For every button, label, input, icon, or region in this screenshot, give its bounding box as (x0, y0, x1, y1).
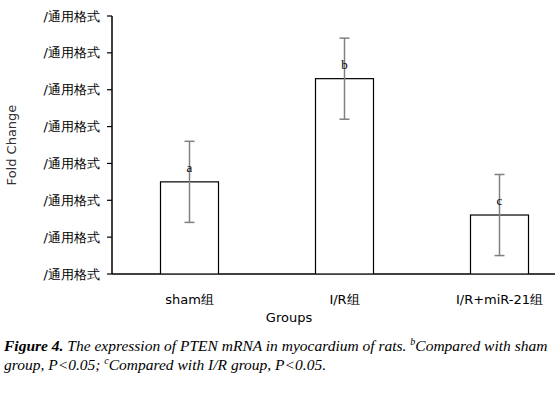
x-tick-label: sham组 (165, 292, 214, 307)
error-bar (185, 141, 195, 222)
annotation: c (497, 193, 503, 208)
y-tick (107, 126, 112, 127)
y-tick (107, 273, 112, 274)
y-tick (107, 89, 112, 90)
y-axis (111, 16, 113, 274)
caption-part: Compared with I/R group, P<0.05. (109, 356, 326, 373)
y-tick-label: /通用格式 (44, 230, 100, 245)
y-tick (107, 52, 112, 53)
annotation: a (187, 160, 193, 175)
y-tick-label: /通用格式 (44, 267, 100, 282)
error-bar (495, 174, 505, 255)
caption-part: b (410, 336, 415, 347)
x-tick-label: I/R+miR-21组 (456, 292, 543, 307)
y-tick (107, 237, 112, 238)
error-bar (340, 38, 350, 119)
y-tick-label: /通用格式 (44, 119, 100, 134)
y-tick-label: /通用格式 (44, 9, 100, 24)
caption: Figure 4. The expression of PTEN mRNA in… (4, 336, 554, 374)
y-tick-label: /通用格式 (44, 156, 100, 171)
caption-part: The expression of PTEN mRNA in myocardiu… (63, 337, 410, 354)
caption-part: Figure 4. (4, 337, 63, 354)
caption-part: c (104, 355, 108, 366)
y-tick-label: /通用格式 (44, 193, 100, 208)
y-tick-label: /通用格式 (44, 45, 100, 60)
annotation: b (341, 57, 348, 72)
y-tick (107, 200, 112, 201)
x-axis-label: Groups (266, 310, 313, 325)
bars (161, 38, 529, 274)
y-axis-label: Fold Change (4, 105, 19, 186)
y-tick-label: /通用格式 (44, 82, 100, 97)
y-tick (107, 163, 112, 164)
x-tick-label: I/R组 (329, 292, 359, 307)
y-tick (107, 15, 112, 16)
